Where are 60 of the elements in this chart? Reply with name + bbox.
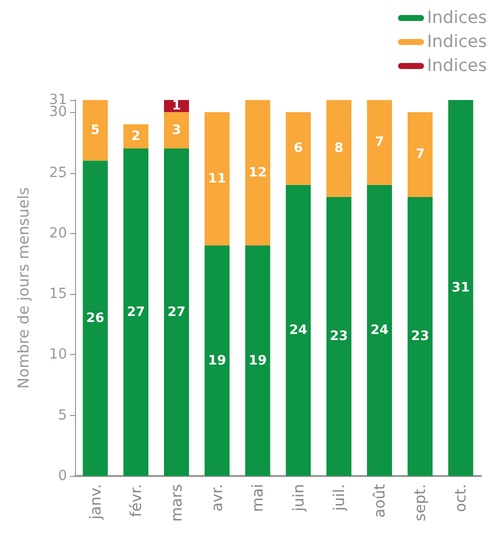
y-tick-label: 15: [49, 286, 67, 302]
x-tick-label: août: [370, 484, 388, 518]
data-label: 23: [330, 329, 348, 344]
y-tick-label: 25: [49, 164, 67, 181]
data-label: 11: [208, 171, 226, 186]
bar: [123, 124, 148, 149]
data-label: 24: [289, 322, 308, 338]
legend-label: Indices: [427, 56, 487, 76]
bar: [326, 197, 352, 476]
data-label: 31: [452, 280, 470, 296]
data-label: 27: [167, 304, 186, 320]
bar: [367, 100, 392, 185]
y-tick-label: 20: [49, 225, 67, 242]
data-label: 8: [334, 141, 344, 156]
bar: [123, 148, 148, 476]
data-label: 7: [374, 134, 384, 150]
x-tick-label: mai: [248, 484, 267, 512]
bar: [245, 100, 270, 246]
bar: [408, 197, 433, 476]
bar: [204, 246, 230, 476]
bar: [286, 112, 311, 185]
bar: [82, 160, 108, 476]
data-label: 6: [294, 141, 303, 156]
x-tick-label: févr.: [126, 484, 145, 517]
data-label: 19: [208, 353, 226, 368]
data-label: 5: [90, 122, 100, 138]
bar: [367, 184, 392, 476]
data-label: 26: [86, 310, 104, 326]
y-axis-title: Nombre de jours mensuels: [14, 187, 32, 389]
y-tick-label: 5: [58, 407, 67, 424]
x-tick-label: juil.: [330, 484, 348, 512]
bar: [245, 246, 270, 476]
data-label: 27: [126, 304, 145, 320]
x-tick-label: janv.: [86, 484, 104, 520]
bar: [204, 112, 230, 246]
x-tick-label: mars: [168, 484, 186, 522]
bar: [448, 100, 474, 476]
legend-label: Indices: [427, 32, 487, 52]
bar: [164, 148, 189, 476]
y-tick-label: 10: [49, 346, 67, 363]
data-label: 23: [411, 329, 430, 344]
data-label: 7: [416, 147, 425, 162]
data-label: 2: [131, 128, 140, 144]
y-tick-label: 0: [58, 468, 67, 484]
bar: [82, 100, 108, 161]
y-tick-label: 30: [49, 104, 67, 120]
bar: [408, 112, 433, 198]
legend-label: Indices: [427, 8, 487, 28]
bar: [286, 184, 311, 476]
data-label: 19: [248, 353, 267, 368]
data-label: 24: [370, 322, 389, 338]
data-label: 1: [172, 98, 182, 114]
bar: [326, 100, 352, 198]
data-label: 3: [172, 122, 182, 138]
x-tick-label: oct.: [452, 484, 470, 512]
x-tick-label: juin: [289, 484, 308, 512]
x-tick-label: avr.: [208, 484, 226, 512]
bar: [164, 112, 189, 149]
x-tick-label: sept.: [411, 484, 430, 522]
data-label: 12: [248, 165, 267, 180]
